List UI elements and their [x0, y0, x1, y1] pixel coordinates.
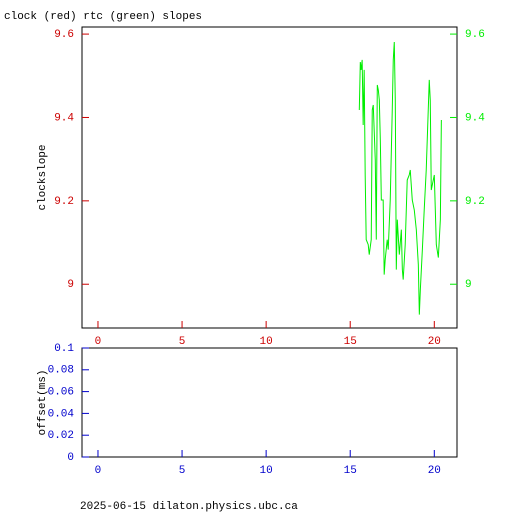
chart-title: clock (red) rtc (green) slopes [4, 11, 202, 23]
data-line [358, 41, 442, 315]
y-tick-label: 9.2 [54, 196, 74, 208]
x-tick-label: 10 [260, 465, 273, 477]
y2-tick-label: 9.4 [465, 112, 485, 124]
plot-frame [81, 347, 458, 458]
y-axis-label: offset(ms) [37, 369, 49, 435]
x-tick-label: 15 [344, 336, 357, 348]
y-tick-label: 0 [67, 452, 74, 464]
x-tick-label: 20 [428, 336, 441, 348]
y-tick-label: 0.04 [48, 408, 75, 420]
y-tick-label: 0.08 [48, 365, 74, 377]
y2-tick-label: 9.6 [465, 29, 485, 41]
x-tick-label: 0 [95, 465, 102, 477]
footer: 2025-06-15 dilaton.physics.ubc.ca [80, 501, 298, 512]
x-tick-label: 5 [179, 465, 186, 477]
plot-frame [81, 26, 458, 329]
x-tick-label: 10 [260, 336, 273, 348]
y-tick-label: 9.6 [54, 29, 74, 41]
y-tick-label: 9 [67, 279, 74, 291]
y-axis-label: clockslope [37, 144, 49, 210]
y2-tick-label: 9 [465, 279, 472, 291]
y-tick-label: 0.02 [48, 430, 74, 442]
y-tick-label: 0.06 [48, 387, 74, 399]
x-tick-label: 15 [344, 465, 357, 477]
x-tick-label: 0 [95, 336, 102, 348]
y-tick-label: 9.4 [54, 112, 74, 124]
x-tick-label: 20 [428, 465, 441, 477]
y-tick-label: 0.1 [54, 343, 74, 355]
y2-tick-label: 9.2 [465, 196, 485, 208]
x-tick-label: 5 [179, 336, 186, 348]
